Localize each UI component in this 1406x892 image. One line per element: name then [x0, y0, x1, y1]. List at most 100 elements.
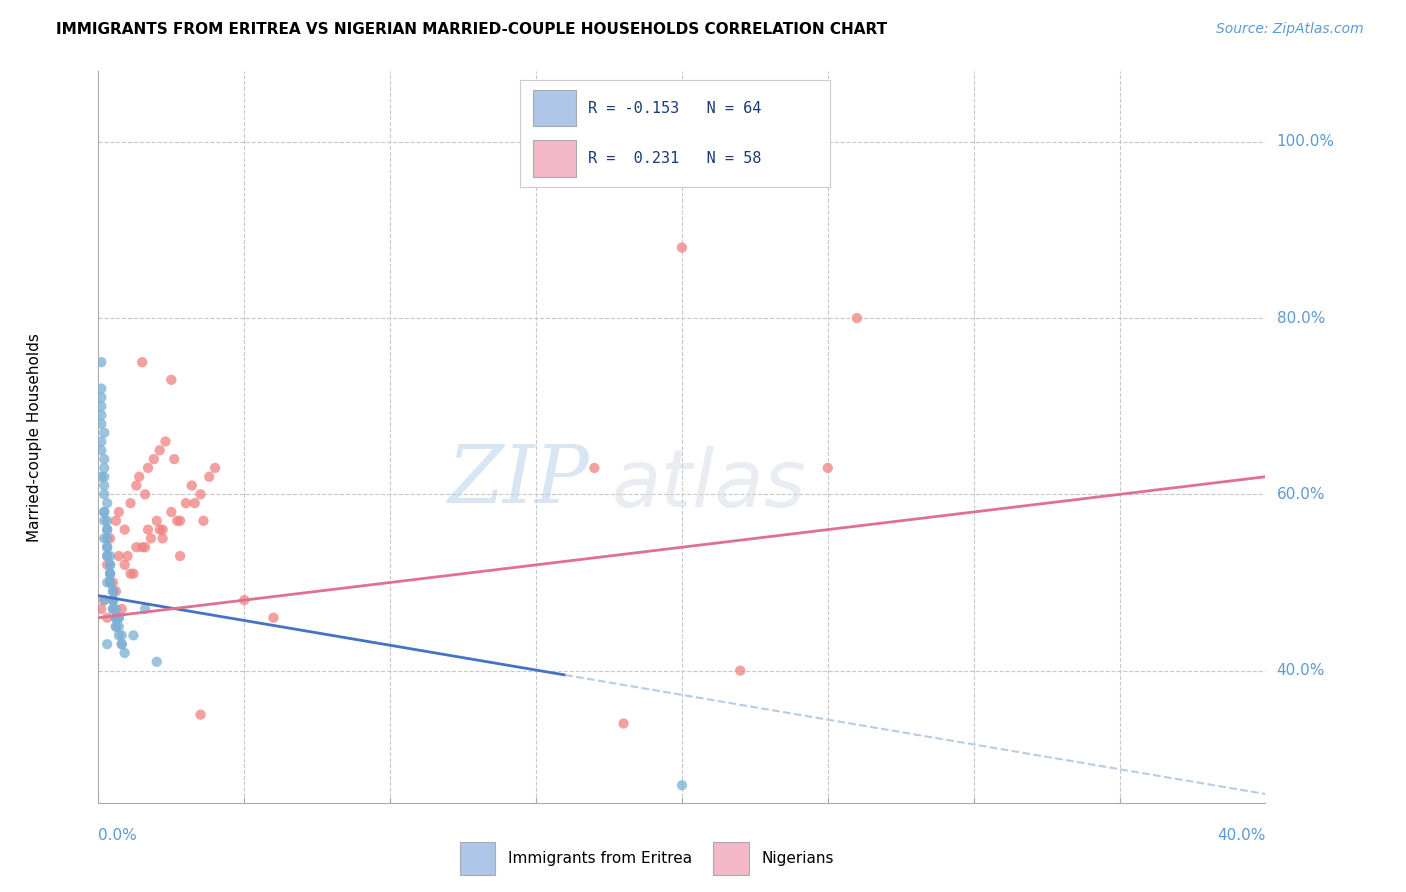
Point	[198, 469, 221, 483]
Point	[93, 478, 115, 492]
Point	[98, 575, 121, 590]
Point	[169, 514, 191, 528]
Point	[90, 382, 112, 396]
Point	[93, 487, 115, 501]
Point	[183, 496, 205, 510]
Point	[190, 487, 212, 501]
Point	[139, 532, 162, 546]
Point	[134, 487, 156, 501]
Point	[120, 566, 142, 581]
Point	[93, 505, 115, 519]
Text: 0.0%: 0.0%	[98, 828, 138, 843]
Point	[180, 478, 202, 492]
Point	[190, 707, 212, 722]
Point	[98, 575, 121, 590]
Point	[104, 619, 127, 633]
Point	[108, 611, 131, 625]
Text: Source: ZipAtlas.com: Source: ZipAtlas.com	[1216, 22, 1364, 37]
Point	[90, 417, 112, 431]
Point	[96, 523, 118, 537]
Point	[166, 514, 188, 528]
Text: Immigrants from Eritrea: Immigrants from Eritrea	[508, 851, 692, 866]
Point	[104, 611, 127, 625]
Point	[128, 469, 150, 483]
Point	[93, 505, 115, 519]
Point	[96, 575, 118, 590]
Point	[160, 505, 183, 519]
Point	[146, 514, 169, 528]
Point	[114, 646, 136, 660]
Text: atlas: atlas	[612, 446, 807, 524]
Point	[98, 575, 121, 590]
Point	[101, 593, 124, 607]
Bar	[533, 90, 576, 127]
Point	[262, 611, 284, 625]
Point	[136, 461, 159, 475]
Point	[204, 461, 226, 475]
Point	[120, 496, 142, 510]
Point	[163, 452, 186, 467]
Text: 80.0%: 80.0%	[1277, 310, 1324, 326]
Bar	[533, 140, 576, 177]
Point	[134, 602, 156, 616]
Text: Married-couple Households: Married-couple Households	[27, 333, 42, 541]
Point	[96, 611, 118, 625]
Point	[671, 241, 693, 255]
Point	[117, 549, 139, 563]
Point	[583, 461, 606, 475]
Point	[101, 602, 124, 616]
Point	[817, 461, 839, 475]
Point	[101, 593, 124, 607]
Point	[101, 584, 124, 599]
Point	[108, 611, 131, 625]
Point	[142, 452, 165, 467]
Point	[93, 514, 115, 528]
Point	[90, 602, 112, 616]
Point	[93, 425, 115, 440]
Point	[728, 664, 751, 678]
Text: 100.0%: 100.0%	[1277, 135, 1334, 149]
Point	[136, 523, 159, 537]
Point	[90, 443, 112, 458]
Point	[149, 523, 172, 537]
Point	[169, 549, 191, 563]
Point	[111, 602, 134, 616]
Text: ZIP: ZIP	[447, 442, 589, 520]
Point	[90, 469, 112, 483]
Point	[98, 558, 121, 572]
Point	[134, 540, 156, 554]
Bar	[460, 842, 495, 874]
Point	[93, 469, 115, 483]
Point	[114, 558, 136, 572]
Point	[125, 478, 148, 492]
Point	[93, 593, 115, 607]
Point	[131, 540, 153, 554]
Point	[104, 611, 127, 625]
Point	[101, 602, 124, 616]
Point	[96, 523, 118, 537]
Point	[98, 532, 121, 546]
Point	[93, 461, 115, 475]
Text: 40.0%: 40.0%	[1277, 663, 1324, 678]
Point	[98, 566, 121, 581]
Point	[104, 602, 127, 616]
Point	[96, 496, 118, 510]
Point	[96, 549, 118, 563]
Point	[108, 619, 131, 633]
Text: R = -0.153   N = 64: R = -0.153 N = 64	[588, 101, 762, 116]
Point	[101, 593, 124, 607]
Point	[96, 558, 118, 572]
Text: 60.0%: 60.0%	[1277, 487, 1324, 502]
Point	[96, 532, 118, 546]
Point	[96, 549, 118, 563]
Point	[98, 549, 121, 563]
Point	[111, 637, 134, 651]
Point	[152, 523, 174, 537]
Point	[108, 505, 131, 519]
Text: R =  0.231   N = 58: R = 0.231 N = 58	[588, 151, 762, 166]
Point	[93, 593, 115, 607]
Point	[125, 540, 148, 554]
Point	[104, 611, 127, 625]
Point	[174, 496, 197, 510]
Point	[160, 373, 183, 387]
